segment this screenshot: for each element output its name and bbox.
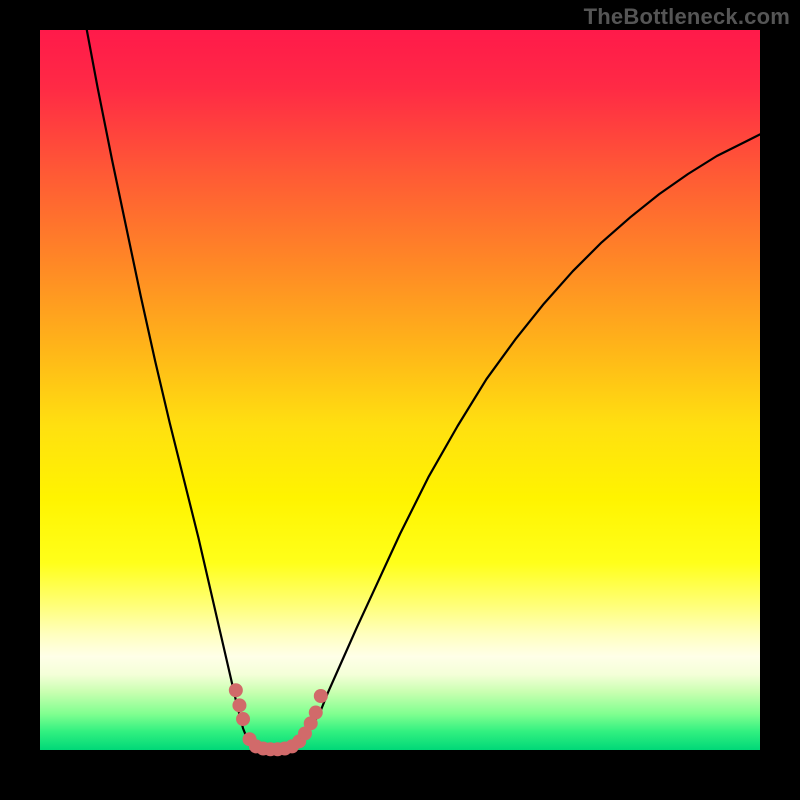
watermark-text: TheBottleneck.com [584,4,790,30]
bottleneck-chart [0,0,800,800]
chart-container: TheBottleneck.com [0,0,800,800]
